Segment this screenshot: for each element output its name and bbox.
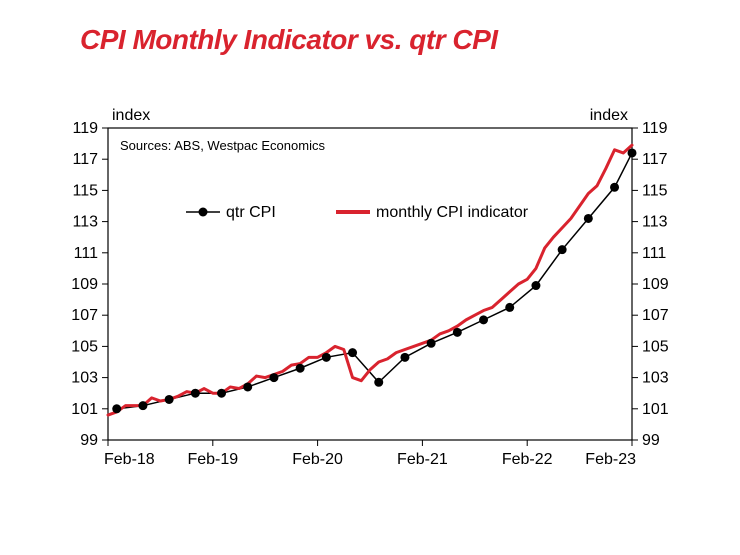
- series-marker-qtr: [427, 339, 436, 348]
- series-marker-qtr: [217, 389, 226, 398]
- series-marker-qtr: [374, 378, 383, 387]
- ytick-label-left: 115: [72, 182, 98, 199]
- ytick-label-left: 101: [71, 401, 98, 418]
- ytick-label-left: 111: [74, 245, 98, 262]
- legend-qtr-marker: [199, 208, 208, 217]
- y-axis-label-left: index: [112, 107, 150, 124]
- ytick-label-right: 117: [642, 151, 668, 168]
- xtick-label: Feb-21: [397, 451, 448, 468]
- ytick-label-left: 103: [71, 370, 98, 387]
- ytick-label-left: 119: [72, 120, 98, 137]
- series-marker-qtr: [628, 148, 637, 157]
- xtick-label: Feb-23: [585, 451, 636, 468]
- ytick-label-left: 105: [71, 338, 98, 355]
- series-marker-qtr: [558, 245, 567, 254]
- series-marker-qtr: [610, 183, 619, 192]
- ytick-label-right: 111: [642, 245, 666, 262]
- ytick-label-right: 107: [642, 307, 669, 324]
- series-marker-qtr: [296, 364, 305, 373]
- ytick-label-left: 107: [71, 307, 98, 324]
- series-marker-qtr: [138, 401, 147, 410]
- ytick-label-right: 119: [642, 120, 668, 137]
- ytick-label-right: 115: [642, 182, 668, 199]
- y-axis-label-right: index: [590, 107, 628, 124]
- xtick-label: Feb-18: [104, 451, 155, 468]
- series-marker-qtr: [348, 348, 357, 357]
- ytick-label-right: 109: [642, 276, 669, 293]
- ytick-label-right: 103: [642, 370, 669, 387]
- legend-qtr-label: qtr CPI: [226, 204, 276, 221]
- ytick-label-left: 99: [80, 432, 98, 449]
- series-marker-qtr: [479, 315, 488, 324]
- series-marker-qtr: [584, 214, 593, 223]
- series-marker-qtr: [269, 373, 278, 382]
- series-marker-qtr: [322, 353, 331, 362]
- series-marker-qtr: [112, 404, 121, 413]
- series-marker-qtr: [191, 389, 200, 398]
- ytick-label-left: 109: [71, 276, 98, 293]
- series-marker-qtr: [531, 281, 540, 290]
- ytick-label-right: 113: [642, 214, 668, 231]
- chart-title: CPI Monthly Indicator vs. qtr CPI: [80, 24, 498, 56]
- legend-monthly-label: monthly CPI indicator: [376, 204, 529, 221]
- xtick-label: Feb-19: [187, 451, 238, 468]
- series-marker-qtr: [400, 353, 409, 362]
- ytick-label-right: 99: [642, 432, 660, 449]
- ytick-label-right: 105: [642, 338, 669, 355]
- series-marker-qtr: [165, 395, 174, 404]
- xtick-label: Feb-22: [502, 451, 553, 468]
- series-marker-qtr: [243, 382, 252, 391]
- source-note: Sources: ABS, Westpac Economics: [120, 138, 325, 153]
- chart-svg: 99 99 101 101 103 103 105 105 107 107 109 109 111 111…: [38, 100, 702, 500]
- xtick-label: Feb-20: [292, 451, 343, 468]
- ytick-label-left: 117: [72, 151, 98, 168]
- ytick-label-right: 101: [642, 401, 669, 418]
- series-marker-qtr: [505, 303, 514, 312]
- chart-container: 99 99 101 101 103 103 105 105 107 107 109 109 111 111…: [38, 100, 702, 500]
- series-marker-qtr: [453, 328, 462, 337]
- ytick-label-left: 113: [72, 214, 98, 231]
